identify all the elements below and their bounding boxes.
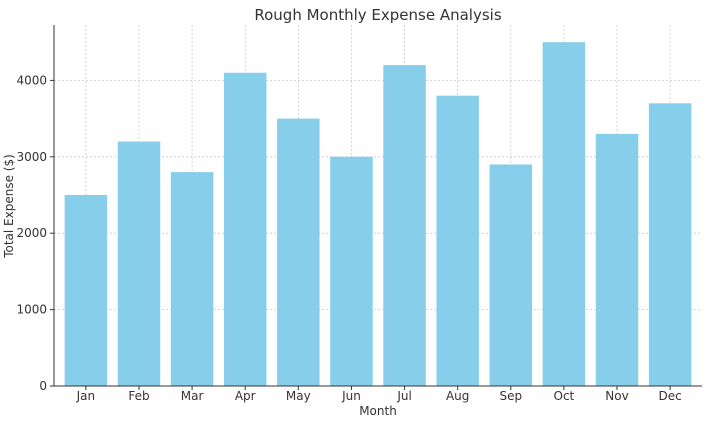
y-tick-label: 4000 <box>16 73 47 87</box>
chart-title: Rough Monthly Expense Analysis <box>254 6 501 24</box>
bar-apr <box>223 72 267 387</box>
x-tick-label-apr: Apr <box>235 389 256 403</box>
x-tick-label-dec: Dec <box>659 389 682 403</box>
x-tick-label-feb: Feb <box>128 389 149 403</box>
axes <box>53 25 702 387</box>
x-axis-label: Month <box>359 404 397 418</box>
x-tick-label-jul: Jul <box>396 389 411 403</box>
bar-nov <box>595 133 639 386</box>
bar-dec <box>648 103 692 387</box>
bar-jul <box>383 65 426 386</box>
x-tick-label-jan: Jan <box>76 389 96 403</box>
x-tick-label-mar: Mar <box>181 389 204 403</box>
bars <box>64 42 692 387</box>
x-tick-label-nov: Nov <box>605 389 628 403</box>
x-tick-label-jun: Jun <box>341 389 361 403</box>
y-tick-label: 0 <box>39 379 47 393</box>
x-tick-label-aug: Aug <box>446 389 469 403</box>
bar-sep <box>489 164 533 386</box>
y-tick-label: 2000 <box>16 226 47 240</box>
y-tick-label: 1000 <box>16 303 47 317</box>
bar-jan <box>64 194 108 386</box>
y-tick-label: 3000 <box>16 150 47 164</box>
bar-aug <box>436 95 479 386</box>
bar-may <box>277 118 320 386</box>
x-tick-label-sep: Sep <box>499 389 522 403</box>
y-axis-label: Total Expense ($) <box>2 154 16 259</box>
bar-oct <box>542 42 586 386</box>
bar-feb <box>117 141 161 386</box>
x-tick-label-oct: Oct <box>554 389 575 403</box>
bar-jun <box>330 156 373 386</box>
ticks: 0 1000 2000 3000 4000 Jan Feb Mar Apr May Jun Jul Au… <box>16 73 681 403</box>
x-tick-label-may: May <box>286 389 311 403</box>
bar-mar <box>170 172 214 386</box>
